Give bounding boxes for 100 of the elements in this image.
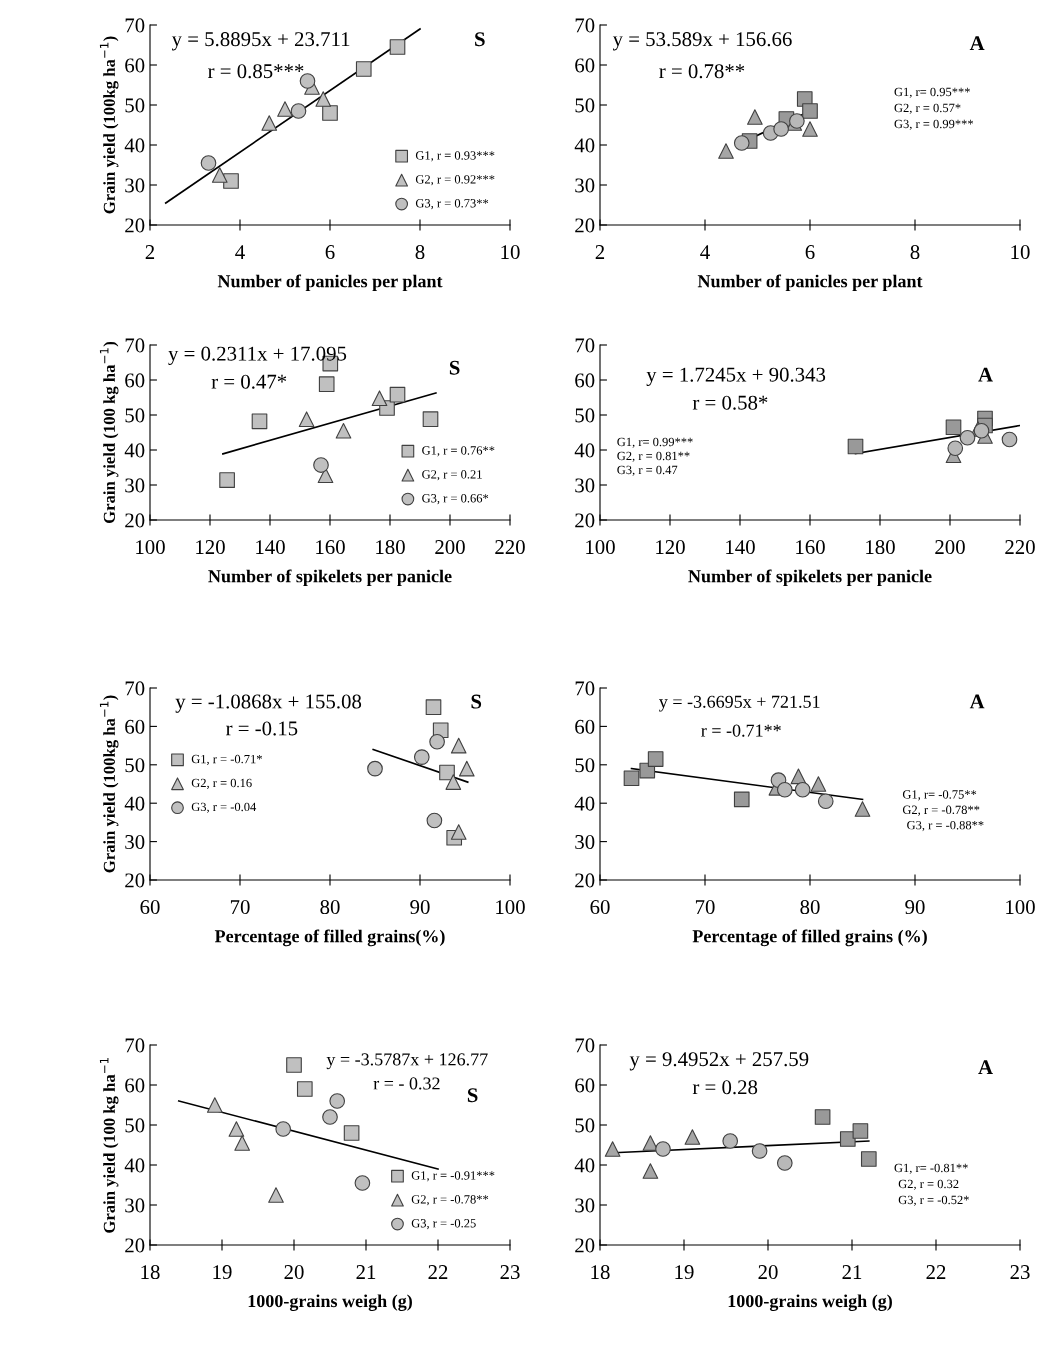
y-tick-label: 30: [125, 834, 145, 850]
point: [343, 1125, 360, 1141]
point: [684, 1129, 701, 1145]
x-tick-label: 2: [145, 245, 155, 259]
y-tick-label: 30: [125, 478, 145, 493]
y-tick-label: 20: [575, 218, 595, 233]
x-tick-label: 4: [235, 245, 245, 259]
point: [642, 1163, 659, 1179]
point: [389, 386, 406, 403]
x-axis-title: Number of panicles per plant: [217, 274, 443, 292]
x-tick-label: 70: [230, 900, 250, 915]
y-tick-label: 50: [125, 758, 145, 773]
annotation: y = -1.0868x + 155.08: [175, 694, 362, 713]
x-axis-title: 1000-grains weigh (g): [248, 1294, 412, 1311]
x-tick-label: 140: [726, 540, 755, 555]
y-tick-label: 20: [575, 873, 595, 888]
x-tick-label: 18: [141, 1265, 160, 1280]
x-tick-label: 8: [910, 245, 920, 260]
annotation: G2, r = 0.32: [898, 1179, 959, 1190]
point: [268, 1187, 284, 1203]
point: [322, 1109, 338, 1125]
annotation: G1, r= 0.95***: [894, 87, 970, 98]
point: [947, 440, 964, 457]
point: [275, 1121, 292, 1137]
x-tick-label: 2: [595, 245, 605, 259]
point: [814, 1109, 831, 1125]
point: [973, 422, 990, 439]
x-tick-label: 120: [196, 540, 225, 555]
x-tick-label: 4: [700, 245, 710, 259]
point: [733, 791, 750, 808]
point: [623, 770, 640, 787]
y-tick-label: 50: [125, 408, 145, 423]
x-tick-label: 10: [1011, 245, 1030, 260]
point: [450, 824, 467, 840]
point: [445, 774, 462, 790]
annotation: r = -0.71**: [701, 724, 781, 737]
point: [776, 1155, 793, 1171]
annotation: S: [471, 694, 482, 709]
annotation: G2, r = 0.57*: [894, 103, 961, 114]
y-tick-label: 70: [125, 681, 145, 696]
x-tick-label: 19: [213, 1265, 232, 1280]
annotation: G3, r = -0.52*: [898, 1195, 969, 1206]
annotation: r = -0.15: [226, 721, 298, 736]
point: [751, 1143, 768, 1159]
x-tick-label: 8: [415, 245, 425, 260]
point: [206, 1097, 223, 1113]
legend-label: G3, r = -0.04: [191, 802, 257, 813]
y-tick-label: 30: [575, 834, 595, 850]
x-tick-label: 22: [926, 1265, 946, 1279]
y-tick-label: 20: [125, 1238, 145, 1253]
legend-label: G2, r = 0.16: [191, 778, 252, 789]
x-tick-label: 200: [935, 540, 965, 555]
point: [371, 390, 388, 407]
x-tick-label: 160: [316, 540, 345, 555]
y-tick-label: 20: [125, 513, 145, 528]
y-tick-label: 20: [125, 873, 145, 888]
point: [439, 764, 455, 781]
point: [776, 781, 793, 798]
y-tick-label: 20: [125, 218, 145, 233]
x-tick-label: 100: [1006, 900, 1035, 915]
annotation: G3, r = 0.99***: [894, 119, 974, 130]
point: [733, 135, 750, 151]
point: [794, 781, 811, 798]
x-axis-title: 1000-grains weigh (g): [728, 1294, 892, 1311]
annotation: r = 0.28: [692, 1080, 758, 1095]
point: [355, 61, 372, 77]
y-tick-label: 70: [125, 18, 145, 33]
annotation: G2, r = 0.81**: [617, 451, 690, 462]
y-tick-label: 60: [125, 373, 145, 388]
point: [286, 1057, 302, 1073]
point: [200, 155, 217, 171]
point: [450, 737, 467, 754]
point: [335, 422, 352, 439]
x-tick-label: 140: [256, 540, 285, 555]
point: [747, 109, 763, 125]
point: [313, 457, 329, 473]
point: [223, 173, 239, 189]
annotation: G1, r= -0.75**: [902, 790, 977, 801]
y-tick-label: 60: [575, 1078, 595, 1093]
x-tick-label: 10: [501, 245, 520, 260]
annotation: G2, r = -0.78**: [902, 805, 980, 816]
point: [847, 438, 864, 455]
point: [425, 699, 442, 716]
y-tick-label: 70: [575, 18, 595, 33]
annotation: r = 0.47*: [211, 374, 287, 389]
x-tick-label: 6: [805, 245, 815, 260]
annotation: r = 0.78**: [659, 64, 745, 79]
point: [290, 103, 307, 119]
point: [802, 121, 818, 137]
x-tick-label: 23: [1010, 1265, 1030, 1280]
x-tick-label: 220: [1005, 540, 1035, 555]
x-tick-label: 180: [866, 540, 895, 555]
point: [329, 1093, 346, 1109]
point: [839, 1131, 856, 1147]
point: [367, 760, 383, 777]
point: [318, 376, 335, 393]
point: [817, 793, 834, 810]
annotation: y = 53.589x + 156.66: [612, 32, 792, 51]
legend-label: G1, r = 0.76**: [422, 446, 495, 457]
annotation: G3, r = -0.88**: [907, 820, 984, 832]
